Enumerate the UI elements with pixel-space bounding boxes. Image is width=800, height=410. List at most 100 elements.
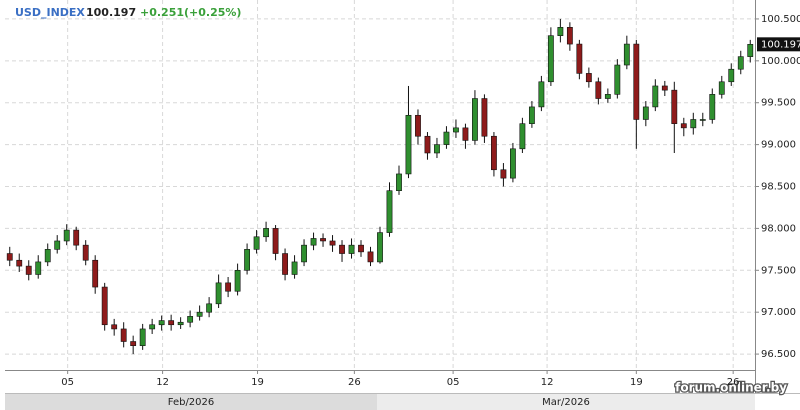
y-tick-label: 96.500 bbox=[761, 349, 796, 360]
candle-body bbox=[44, 249, 51, 263]
candle-body bbox=[92, 259, 99, 288]
y-tick-label: 100.000 bbox=[761, 56, 800, 67]
candle-body bbox=[272, 228, 279, 254]
x-tick-label: 19 bbox=[630, 377, 643, 388]
candle-body bbox=[329, 240, 336, 246]
y-tick-label: 98.000 bbox=[761, 223, 796, 234]
candle-body bbox=[747, 44, 754, 57]
candle-body bbox=[111, 324, 118, 330]
candle-body bbox=[491, 135, 497, 171]
candle-body bbox=[206, 303, 213, 313]
candle-body bbox=[225, 282, 232, 292]
candle-body bbox=[614, 64, 621, 95]
candle-body bbox=[6, 253, 13, 261]
candle-body bbox=[680, 123, 687, 129]
candle-body bbox=[358, 244, 364, 253]
candle-body bbox=[415, 114, 421, 137]
candle-body bbox=[139, 328, 146, 347]
candle-body bbox=[566, 27, 573, 45]
candle-body bbox=[253, 236, 260, 250]
y-tick-label: 100.500 bbox=[761, 14, 800, 25]
candle-body bbox=[244, 249, 250, 271]
candle-body bbox=[424, 135, 431, 154]
candle-body bbox=[35, 261, 42, 275]
y-tick-label: 99.500 bbox=[761, 98, 796, 109]
candle-body bbox=[73, 229, 80, 246]
candle-body bbox=[348, 244, 355, 254]
candle-body bbox=[405, 114, 412, 175]
candle-body bbox=[718, 81, 725, 95]
candle-body bbox=[443, 131, 450, 145]
last-price-tag bbox=[757, 37, 800, 52]
candle-body bbox=[519, 123, 526, 150]
candle-body bbox=[604, 94, 611, 99]
candle-body bbox=[699, 119, 706, 121]
candle-body bbox=[396, 173, 402, 191]
y-tick-label: 99.000 bbox=[761, 140, 796, 151]
candle-body bbox=[709, 94, 716, 120]
candle-body bbox=[642, 106, 649, 120]
candle-body bbox=[661, 85, 668, 91]
x-tick-label: 26 bbox=[727, 377, 740, 388]
candles bbox=[6, 18, 754, 355]
candle-body bbox=[510, 148, 516, 179]
candle-body bbox=[310, 238, 317, 246]
candle-body bbox=[462, 127, 469, 141]
x-tick-label: 12 bbox=[541, 377, 554, 388]
candle-body bbox=[737, 56, 744, 70]
candle-body bbox=[386, 190, 393, 233]
candle-body bbox=[16, 259, 23, 267]
y-tick-label: 98.500 bbox=[761, 182, 796, 193]
month-label: Feb/2026 bbox=[168, 397, 215, 408]
candle-body bbox=[320, 238, 326, 242]
candle-body bbox=[25, 265, 32, 275]
candle-body bbox=[339, 244, 345, 254]
candle-body bbox=[101, 286, 108, 326]
candle-body bbox=[263, 228, 269, 238]
y-tick-label: 97.500 bbox=[761, 265, 796, 276]
candle-body bbox=[453, 127, 459, 133]
candle-body bbox=[291, 261, 298, 275]
candle-body bbox=[528, 106, 535, 124]
candle-body bbox=[538, 81, 545, 108]
candle-body bbox=[434, 144, 440, 154]
month-band bbox=[5, 393, 377, 410]
x-tick-label: 05 bbox=[447, 377, 460, 388]
candle-body bbox=[82, 244, 89, 261]
month-label: Mar/2026 bbox=[542, 397, 590, 408]
candle-body bbox=[168, 320, 175, 326]
month-band bbox=[377, 393, 755, 410]
header-price: 100.197 bbox=[86, 6, 136, 19]
candle-body bbox=[63, 229, 70, 242]
symbol: USD_INDEX bbox=[15, 6, 85, 19]
y-tick-label: 97.000 bbox=[761, 307, 796, 318]
candle-body bbox=[215, 282, 222, 305]
candle-body bbox=[158, 320, 165, 326]
candle-body bbox=[54, 240, 61, 250]
candle-body bbox=[120, 328, 127, 342]
last-price-label: 100.197 bbox=[761, 39, 800, 50]
x-tick-label: 05 bbox=[61, 377, 74, 388]
candle-body bbox=[690, 119, 697, 129]
candle-body bbox=[234, 269, 241, 292]
candle-body bbox=[282, 253, 288, 275]
candle-body bbox=[196, 311, 203, 317]
candle-body bbox=[595, 81, 602, 99]
candle-body bbox=[149, 324, 156, 330]
candle-body bbox=[130, 341, 137, 347]
candle-body bbox=[728, 68, 735, 83]
candle-body bbox=[652, 85, 659, 108]
header-change: +0.251(+0.25%) bbox=[140, 6, 241, 19]
x-tick-label: 26 bbox=[348, 377, 361, 388]
candle-body bbox=[671, 89, 678, 124]
candle-body bbox=[585, 73, 592, 83]
candle-body bbox=[177, 321, 184, 326]
candle-body bbox=[576, 43, 583, 74]
watermark: forum.onliner.by bbox=[675, 381, 787, 395]
grid bbox=[5, 0, 755, 370]
candle-body bbox=[633, 43, 640, 120]
candle-body bbox=[623, 43, 630, 66]
candle-body bbox=[500, 169, 507, 179]
candle-body bbox=[367, 251, 374, 263]
